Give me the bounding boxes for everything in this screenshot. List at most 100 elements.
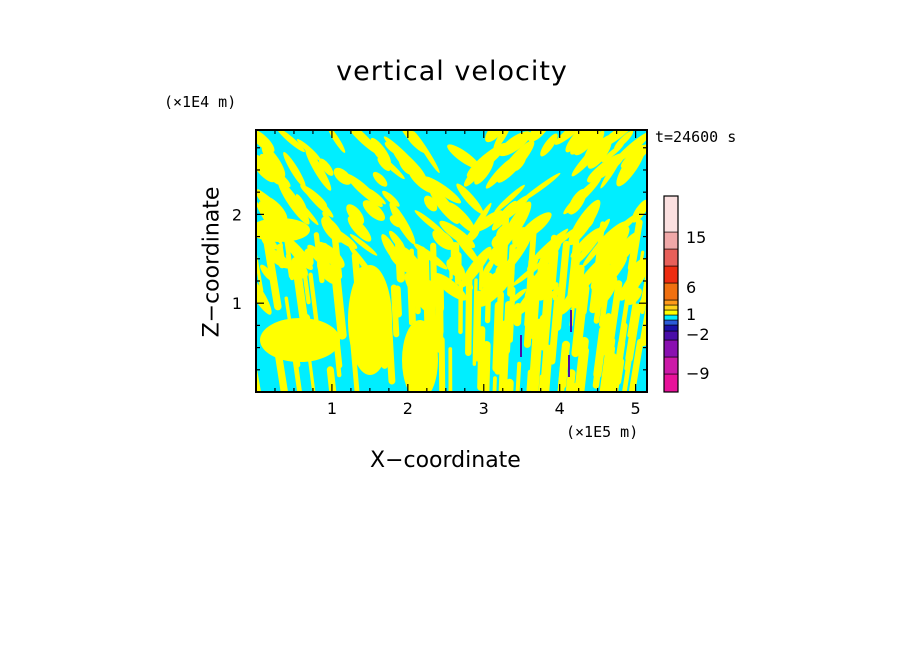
field-streak	[393, 285, 402, 318]
x-tick-label: 2	[403, 399, 413, 418]
field-lobe	[348, 265, 392, 375]
field-band	[478, 270, 515, 307]
colorbar: 15 6 1−2 −9	[663, 195, 710, 393]
field-band	[596, 247, 611, 261]
field-speck	[568, 355, 570, 377]
field-streak	[569, 264, 579, 288]
field-band	[497, 140, 535, 183]
field-band	[389, 202, 416, 245]
field-streak	[605, 353, 617, 392]
field-streak	[543, 290, 553, 357]
colorbar-cell	[663, 195, 679, 233]
field-band	[596, 130, 638, 150]
field-band	[447, 202, 476, 233]
field-streak	[492, 301, 503, 373]
field-band	[433, 272, 467, 301]
field-streak	[571, 283, 587, 358]
colorbar-cell	[663, 304, 679, 311]
field-band	[404, 272, 434, 315]
x-unit-label: (×1E5 m)	[566, 423, 639, 441]
field-band	[456, 183, 484, 214]
field-band	[372, 171, 388, 187]
field-band	[496, 224, 512, 242]
colorbar-label: 1	[686, 305, 696, 324]
field-band	[260, 264, 275, 282]
field-streak	[256, 368, 264, 392]
field-band	[631, 199, 647, 223]
field-band	[598, 257, 627, 294]
field-band	[318, 158, 334, 176]
x-tick-label: 4	[555, 399, 565, 418]
field-streak	[498, 320, 509, 392]
field-band	[498, 131, 531, 157]
x-tick-label: 3	[479, 399, 489, 418]
field-band	[616, 144, 646, 187]
field-band	[570, 228, 600, 258]
field-band	[382, 190, 400, 207]
field-band	[424, 176, 462, 204]
field-band	[295, 194, 307, 211]
field-band	[283, 152, 306, 188]
field-band	[626, 287, 642, 305]
field-streak	[592, 356, 603, 389]
field-band	[317, 260, 340, 285]
field-band	[349, 234, 378, 256]
field-band	[446, 258, 466, 278]
field-band	[596, 275, 618, 306]
field-band	[276, 130, 305, 153]
field-band	[568, 188, 587, 215]
field-streak	[438, 336, 446, 392]
field-band	[333, 167, 352, 185]
field-streak	[481, 340, 491, 392]
colorbar-cell	[663, 356, 679, 375]
colorbar-cell	[663, 248, 679, 267]
field-band	[507, 288, 527, 305]
field-band	[570, 130, 606, 155]
colorbar-label: −2	[686, 325, 710, 344]
colorbar-label: 15	[686, 228, 706, 247]
field-band	[432, 229, 455, 250]
field-streak	[291, 256, 310, 335]
field-band	[392, 246, 425, 284]
colorbar-cell	[663, 319, 679, 326]
field-lobe	[260, 318, 340, 362]
field-streak	[292, 357, 302, 392]
y-unit-label: (×1E4 m)	[164, 93, 237, 111]
y-tick-label: 2	[232, 205, 242, 224]
velocity-field	[256, 130, 647, 392]
colorbar-cell	[663, 231, 679, 250]
field-band	[502, 195, 530, 221]
field-band	[514, 157, 526, 171]
field-band	[307, 244, 329, 267]
colorbar-cell	[663, 299, 679, 306]
chart-title: vertical velocity	[336, 56, 568, 87]
field-band	[540, 133, 558, 157]
field-band	[362, 200, 386, 221]
field-lobe	[256, 218, 310, 242]
field-streak	[537, 347, 548, 392]
colorbar-cell	[663, 309, 679, 316]
field-band	[594, 221, 628, 253]
field-band	[449, 226, 481, 267]
field-band	[601, 143, 624, 163]
colorbar-label: 6	[686, 278, 696, 297]
field-streak	[617, 338, 635, 392]
colorbar-cell	[663, 339, 679, 358]
field-band	[256, 273, 272, 315]
field-band	[569, 257, 604, 299]
colorbar-cell	[663, 265, 679, 284]
plot-frame	[255, 129, 648, 393]
field-band	[568, 199, 601, 246]
field-band	[630, 258, 647, 278]
field-band	[392, 147, 428, 183]
colorbar-cell	[663, 282, 679, 301]
field-band	[614, 130, 634, 150]
field-streak	[465, 276, 473, 357]
field-streak	[573, 337, 589, 392]
field-band	[261, 144, 286, 178]
field-band	[300, 184, 328, 207]
colorbar-frame	[663, 195, 679, 393]
field-band	[493, 130, 512, 151]
field-band	[277, 180, 310, 225]
